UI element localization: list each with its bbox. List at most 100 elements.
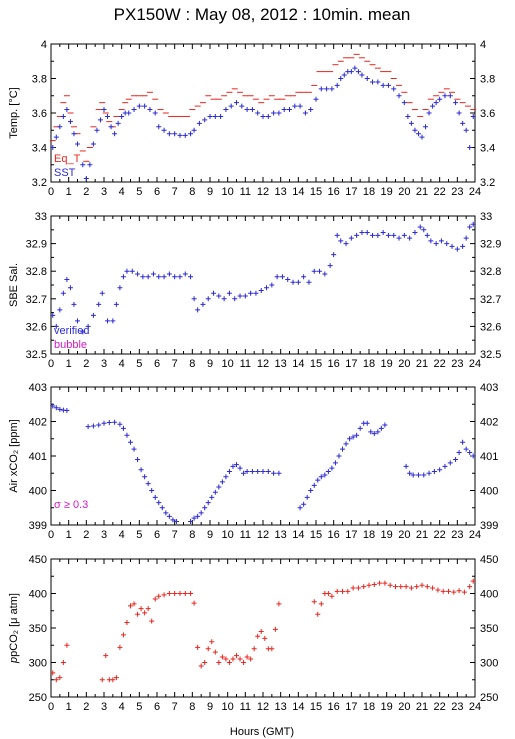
- data-point: [149, 618, 155, 624]
- data-point: [117, 285, 123, 291]
- data-point: [53, 405, 59, 411]
- data-point: [327, 263, 333, 269]
- data-point: [442, 463, 448, 469]
- data-point: [202, 117, 208, 123]
- data-point: [415, 131, 421, 137]
- x-tick-label: 8: [189, 529, 195, 541]
- data-point: [145, 481, 151, 487]
- x-tick-label: 23: [451, 358, 463, 370]
- data-point: [302, 110, 308, 116]
- x-tick-label: 9: [207, 529, 213, 541]
- x-tick-label: 24: [469, 529, 481, 541]
- data-point: [340, 588, 345, 594]
- data-point: [207, 113, 213, 119]
- data-point: [50, 403, 56, 409]
- x-tick-label: 10: [222, 529, 234, 541]
- x-tick-label: 12: [257, 701, 269, 713]
- data-point: [336, 453, 342, 459]
- x-tick-label: 9: [207, 358, 213, 370]
- data-point: [67, 285, 73, 291]
- data-point: [64, 642, 70, 648]
- ylabel-pco2: ppCO₂ [μ atm]: [8, 593, 20, 664]
- data-point: [274, 274, 280, 280]
- data-point: [99, 290, 105, 296]
- data-point: [200, 301, 206, 307]
- data-point: [456, 588, 462, 594]
- data-point: [53, 134, 59, 140]
- data-point: [80, 162, 86, 168]
- data-point: [410, 472, 416, 478]
- data-point: [279, 274, 285, 280]
- data-point: [260, 113, 266, 119]
- x-tick-label: 12: [257, 358, 269, 370]
- data-point: [188, 274, 194, 280]
- data-point: [131, 107, 137, 113]
- data-point: [453, 456, 459, 462]
- data-point: [177, 274, 183, 280]
- data-point: [315, 477, 321, 483]
- data-point: [113, 301, 119, 307]
- x-tick-label: 11: [240, 358, 251, 370]
- data-point: [106, 420, 112, 426]
- data-point: [152, 494, 158, 500]
- y-tick-label-left: 400: [29, 589, 47, 601]
- data-point: [120, 274, 126, 280]
- data-point: [460, 439, 466, 445]
- y-tick-label-right: 32.8: [480, 266, 501, 278]
- data-point: [230, 656, 236, 662]
- data-point: [71, 301, 77, 307]
- x-tick-label: 0: [48, 186, 54, 198]
- x-tick-label: 7: [172, 358, 178, 370]
- x-tick-label: 19: [381, 186, 393, 198]
- x-tick-label: 18: [363, 529, 375, 541]
- data-point: [313, 96, 319, 102]
- y-tick-label-left: 450: [29, 554, 47, 566]
- data-point: [391, 86, 397, 92]
- x-tick-label: 16: [328, 701, 340, 713]
- y-tick-label-right: 32.6: [480, 321, 501, 333]
- data-point: [325, 469, 331, 475]
- data-point: [301, 501, 307, 507]
- data-point: [447, 93, 453, 99]
- data-point: [209, 494, 215, 500]
- data-point: [64, 107, 70, 113]
- data-point: [398, 584, 404, 590]
- data-point: [255, 469, 261, 475]
- y-tick-label-right: 400: [480, 486, 498, 498]
- data-point: [101, 107, 107, 113]
- data-point: [60, 290, 66, 296]
- x-tick-label: 20: [398, 529, 410, 541]
- data-point: [196, 120, 202, 126]
- data-point: [364, 76, 370, 81]
- x-tick-label: 14: [292, 701, 304, 713]
- data-point: [456, 110, 462, 116]
- y-tick-label-right: 401: [480, 451, 498, 463]
- x-tick-label: 24: [469, 701, 481, 713]
- data-point: [150, 271, 156, 277]
- data-point: [272, 626, 278, 632]
- y-tick-label-left: 403: [29, 382, 47, 394]
- data-point: [149, 488, 155, 493]
- data-point: [226, 290, 232, 296]
- data-point: [453, 100, 459, 106]
- data-point: [308, 107, 314, 113]
- y-tick-label-right: 403: [480, 382, 498, 394]
- data-point: [115, 120, 121, 126]
- data-point: [396, 235, 402, 241]
- data-point: [359, 230, 365, 236]
- data-point: [414, 584, 420, 590]
- x-tick-label: 7: [172, 701, 178, 713]
- data-point: [264, 285, 270, 291]
- plot-frame: [50, 215, 476, 355]
- data-point: [97, 117, 103, 123]
- data-point: [391, 232, 397, 238]
- data-point: [276, 601, 282, 607]
- data-point: [108, 124, 114, 130]
- data-point: [138, 467, 144, 473]
- data-point: [304, 494, 310, 500]
- data-point: [156, 274, 162, 280]
- data-point: [437, 467, 443, 473]
- data-point: [166, 591, 172, 596]
- x-tick-label: 11: [240, 701, 251, 713]
